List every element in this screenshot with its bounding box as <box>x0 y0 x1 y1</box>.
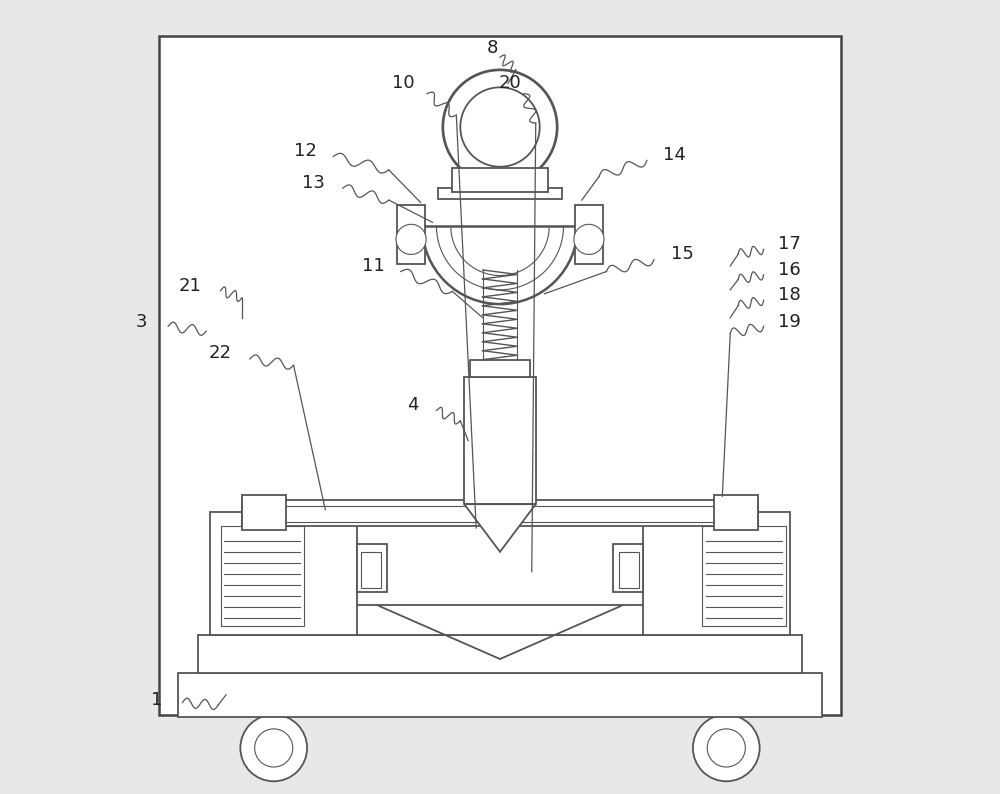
Bar <box>575 205 603 264</box>
Polygon shape <box>464 504 536 552</box>
Bar <box>242 495 286 530</box>
Bar <box>357 544 387 592</box>
Text: 4: 4 <box>407 396 418 414</box>
Bar <box>361 552 381 588</box>
Circle shape <box>443 70 557 184</box>
Bar <box>714 495 758 530</box>
Text: 17: 17 <box>778 235 801 252</box>
Bar <box>221 526 304 626</box>
Bar <box>242 500 758 526</box>
Text: 22: 22 <box>209 345 232 362</box>
Text: 18: 18 <box>778 287 801 304</box>
Bar <box>643 512 790 635</box>
Circle shape <box>396 225 426 255</box>
Circle shape <box>460 87 540 167</box>
Bar <box>619 552 639 588</box>
Polygon shape <box>438 188 562 198</box>
Text: 16: 16 <box>778 261 801 279</box>
Bar <box>452 168 548 192</box>
Text: 20: 20 <box>498 75 521 92</box>
Text: 12: 12 <box>294 142 317 160</box>
Text: 13: 13 <box>302 174 325 191</box>
Circle shape <box>240 715 307 781</box>
Circle shape <box>707 729 745 767</box>
Text: 3: 3 <box>135 313 147 330</box>
Text: 8: 8 <box>486 39 498 56</box>
Text: 11: 11 <box>362 257 384 275</box>
Bar <box>210 512 357 635</box>
Text: 1: 1 <box>151 692 163 709</box>
Circle shape <box>255 729 293 767</box>
Bar <box>250 506 750 522</box>
Bar <box>242 605 758 635</box>
Bar <box>470 360 530 377</box>
Text: 19: 19 <box>778 313 801 330</box>
Bar <box>613 544 643 592</box>
Bar <box>464 377 536 504</box>
Circle shape <box>574 225 604 255</box>
Bar <box>159 36 841 715</box>
Bar <box>178 673 822 717</box>
Bar <box>702 526 786 626</box>
Circle shape <box>693 715 760 781</box>
Text: 14: 14 <box>663 146 686 164</box>
Text: 15: 15 <box>671 245 694 263</box>
Bar <box>397 205 425 264</box>
Text: 10: 10 <box>392 75 414 92</box>
Bar <box>198 635 802 673</box>
Text: 21: 21 <box>179 277 202 295</box>
